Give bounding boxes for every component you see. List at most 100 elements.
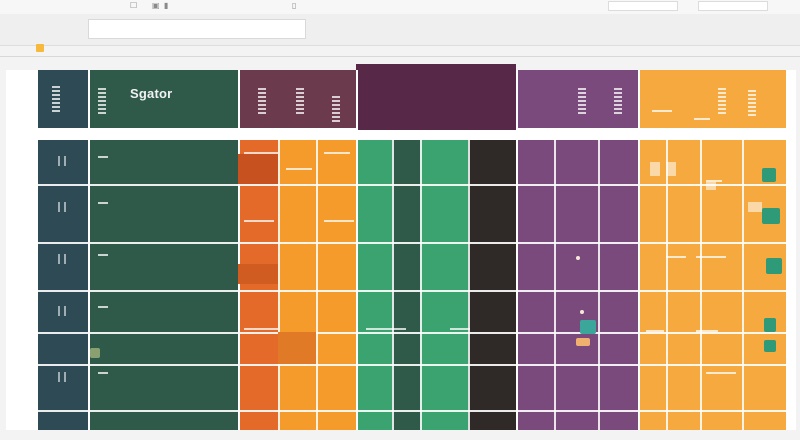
redo-icon[interactable]: ▯ <box>292 1 297 10</box>
header-icon <box>98 88 106 114</box>
header-icon <box>258 88 266 114</box>
header-icon <box>578 88 586 114</box>
highlight-cell[interactable] <box>238 154 278 184</box>
status-chip-icon[interactable] <box>576 338 590 346</box>
cell-divider <box>420 140 422 430</box>
status-chip-icon[interactable] <box>764 340 776 352</box>
cell-divider <box>666 140 668 430</box>
column-gap <box>356 70 358 430</box>
search-field[interactable] <box>608 1 678 11</box>
status-chip-icon[interactable] <box>762 168 776 182</box>
cell-value <box>650 162 660 176</box>
cell-divider <box>598 140 600 430</box>
cell-value <box>706 180 722 182</box>
cell-value <box>652 110 672 112</box>
cell-value <box>748 202 762 212</box>
column-gap <box>238 70 240 430</box>
select-all-corner-icon[interactable] <box>36 44 44 52</box>
header-icon <box>718 88 726 114</box>
row-divider <box>38 242 786 244</box>
status-chip-icon[interactable] <box>764 318 776 332</box>
cell-value <box>244 220 274 222</box>
column-body[interactable] <box>90 140 240 430</box>
column-header[interactable] <box>356 64 392 130</box>
row-divider <box>38 332 786 334</box>
undo-icon[interactable]: ▮ <box>164 1 169 10</box>
status-chip-icon[interactable] <box>580 320 596 334</box>
sheet-grid[interactable] <box>6 64 796 430</box>
cell-value <box>324 220 354 222</box>
cell-value <box>366 328 406 330</box>
name-box[interactable] <box>88 19 306 39</box>
row-divider <box>38 410 786 412</box>
account-field[interactable] <box>698 1 768 11</box>
row-divider <box>38 290 786 292</box>
cell-divider <box>278 140 280 430</box>
cell-divider <box>392 140 394 430</box>
status-chip-icon[interactable] <box>766 258 782 274</box>
formula-bar <box>0 14 800 46</box>
row-number-cell <box>58 372 66 382</box>
cell-value <box>706 372 736 374</box>
status-chip-icon[interactable] <box>90 348 100 358</box>
cell-value <box>98 306 108 308</box>
column-header[interactable] <box>38 70 88 128</box>
row-number-cell <box>58 202 66 212</box>
menu-icon[interactable]: ☐ <box>130 1 138 10</box>
column-body[interactable] <box>468 140 516 430</box>
column-header[interactable] <box>640 70 786 128</box>
toolbar: ☐ ▣ ▮ ▯ <box>0 0 800 14</box>
column-body[interactable] <box>516 140 598 430</box>
cell-value <box>286 168 312 170</box>
cell-value <box>666 162 676 176</box>
column-body[interactable] <box>392 140 420 430</box>
cell-value <box>98 254 108 256</box>
row-divider <box>38 184 786 186</box>
cell-value <box>244 152 278 154</box>
column-gap <box>638 70 640 430</box>
cell-value <box>450 328 470 330</box>
column-header[interactable] <box>90 70 240 128</box>
cell-value <box>666 256 686 258</box>
cell-value <box>694 118 710 120</box>
row-divider <box>38 132 786 134</box>
row-divider <box>38 364 786 366</box>
column-body[interactable] <box>420 140 468 430</box>
cell-divider <box>742 140 744 430</box>
column-body[interactable] <box>316 140 356 430</box>
cell-value <box>324 152 350 154</box>
row-divider <box>38 136 786 138</box>
header-icon <box>332 96 340 122</box>
save-icon[interactable]: ▣ <box>152 1 160 10</box>
column-header[interactable] <box>420 64 468 130</box>
cell-value <box>696 330 718 332</box>
row-number-cell <box>58 306 66 316</box>
column-gap <box>516 70 518 430</box>
cell-value <box>98 202 108 204</box>
cell-divider <box>316 140 318 430</box>
column-body[interactable] <box>278 140 316 430</box>
cell-divider <box>700 140 702 430</box>
ribbon-divider <box>0 56 800 57</box>
column-body[interactable] <box>356 140 392 430</box>
header-icon <box>52 86 60 112</box>
column-body[interactable] <box>598 140 638 430</box>
cell-value <box>706 182 716 190</box>
highlight-cell[interactable] <box>238 264 278 284</box>
column-body[interactable] <box>38 140 88 430</box>
row-number-cell <box>58 254 66 264</box>
cell-dot-icon <box>580 310 584 314</box>
column-header-title: Sgator <box>130 86 173 101</box>
column-header[interactable] <box>468 64 516 130</box>
cell-divider <box>468 140 470 430</box>
header-icon <box>614 88 622 114</box>
cell-value <box>98 372 108 374</box>
status-chip-icon[interactable] <box>762 208 780 224</box>
highlight-cell[interactable] <box>278 332 316 364</box>
column-header[interactable] <box>392 64 420 130</box>
column-body[interactable] <box>238 140 278 430</box>
cell-value <box>244 328 278 330</box>
cell-dot-icon <box>576 256 580 260</box>
header-icon <box>748 90 756 116</box>
